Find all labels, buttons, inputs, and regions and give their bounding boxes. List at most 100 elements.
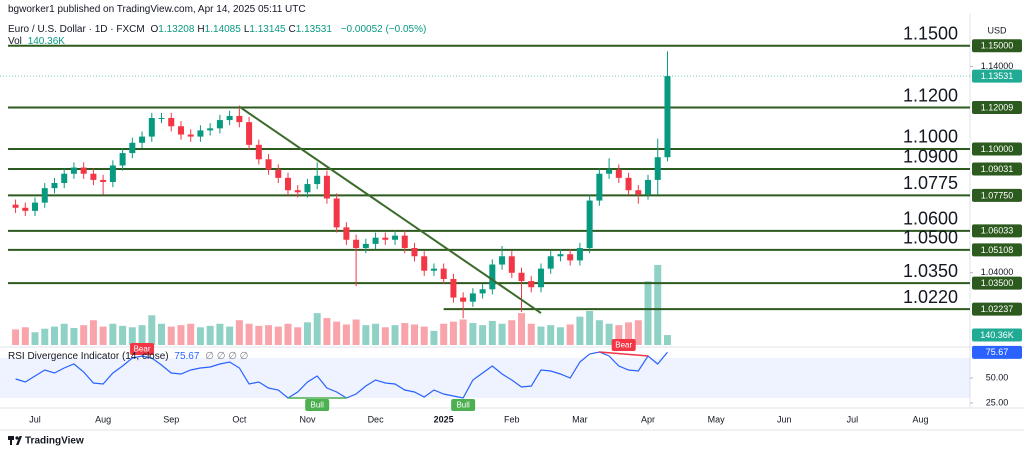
candle-body [654, 157, 661, 180]
volume-bar [605, 323, 613, 345]
volume-bar [12, 329, 20, 345]
volume-bar [449, 321, 457, 345]
candle-body [596, 173, 603, 201]
volume-bar [313, 313, 321, 345]
volume-bar [420, 326, 428, 345]
volume-bar [381, 327, 389, 345]
level-label: 1.0600 [903, 209, 958, 229]
candle-body [450, 278, 457, 298]
level-axis-label-bg [972, 101, 1022, 115]
candle-body [586, 200, 593, 249]
x-tick-label: May [708, 414, 726, 424]
candle-body [625, 177, 632, 191]
x-tick-label: Sep [163, 414, 179, 424]
candle-body [148, 118, 155, 137]
candle-body [576, 248, 583, 261]
volume-bar [556, 327, 564, 345]
candle-body [615, 169, 622, 178]
level-axis-label-bg [972, 243, 1022, 257]
candle-body [90, 173, 97, 180]
candle-body [22, 207, 29, 211]
candle-body [51, 183, 58, 189]
volume-bar [226, 326, 234, 345]
volume-bar [634, 320, 642, 345]
volume-bar [60, 323, 68, 345]
volume-bar [158, 323, 166, 345]
candle-body [635, 190, 642, 195]
change: −0.00052 (−0.05%) [340, 24, 427, 35]
volume-bar [21, 327, 29, 345]
candle-body [362, 243, 369, 249]
volume-bar [488, 320, 496, 345]
rsi-tick-label: 50.00 [986, 372, 1009, 382]
volume-bar [167, 326, 175, 345]
candle-body [372, 237, 379, 244]
level-label: 1.1000 [903, 127, 958, 147]
candle-body [557, 254, 564, 257]
trendline [238, 105, 542, 314]
level-label: 1.1500 [903, 24, 958, 44]
attribution: bgworker1 published on TradingView.com, … [8, 4, 306, 15]
y-tick-label: 1.04000 [981, 267, 1014, 277]
candle-body [187, 134, 194, 137]
candle-body [158, 118, 165, 120]
volume-bar [50, 326, 58, 345]
level-axis-label: 1.07750 [981, 190, 1014, 200]
candle-body [61, 173, 68, 184]
volume-axis-label: 140.36K [980, 330, 1014, 340]
volume-bar [128, 327, 136, 345]
volume-bar [537, 326, 545, 345]
last-price-label-bg [972, 69, 1022, 83]
vol-label: Vol [8, 36, 22, 47]
level-label: 1.0775 [903, 173, 958, 193]
candle-body [207, 128, 214, 131]
volume-bar [527, 323, 535, 345]
candle-body [353, 239, 360, 249]
volume-bar [410, 324, 418, 345]
volume-bar [352, 319, 360, 345]
last-price-label: 1.13531 [981, 71, 1014, 81]
level-axis-label: 1.06033 [981, 226, 1014, 236]
candle-body [129, 142, 136, 154]
candle-body [518, 272, 525, 282]
volume-bar [294, 327, 302, 345]
divergence-label: Bull [456, 401, 470, 410]
candle-body [421, 256, 428, 271]
volume-bar [41, 328, 49, 345]
candle-body [430, 268, 437, 271]
candle-body [246, 122, 253, 145]
level-axis-label: 1.03500 [981, 278, 1014, 288]
x-tick-label: Aug [912, 414, 928, 424]
level-axis-label: 1.12009 [981, 102, 1014, 112]
volume-bar [245, 323, 253, 345]
divergence-line [599, 351, 649, 357]
volume-bar [303, 322, 311, 345]
x-tick-label: Jul [847, 414, 859, 424]
volume-bar [625, 322, 633, 345]
candle-body [70, 167, 77, 174]
field-value: 1.14085 [204, 24, 241, 35]
volume-bar [479, 325, 487, 345]
candle-body [645, 179, 652, 195]
level-axis-label-bg [972, 224, 1022, 238]
volume-bar [644, 281, 652, 345]
rsi-axis-label-bg [972, 345, 1022, 359]
rsi-title: RSI Divergence Indicator (14, close) [8, 351, 169, 362]
field-key: C [288, 24, 296, 35]
field-value: 1.13145 [249, 24, 286, 35]
candle-body [265, 159, 272, 170]
volume-bar [518, 313, 526, 345]
level-axis-label-bg [972, 162, 1022, 176]
candle-body [508, 256, 515, 273]
level-axis-label-bg [972, 188, 1022, 202]
candle-body [119, 153, 126, 166]
candle-body [401, 235, 408, 249]
level-label: 1.0500 [903, 228, 958, 248]
volume-bar [498, 323, 506, 345]
rsi-line [15, 351, 668, 399]
volume-bar [576, 316, 584, 345]
candle-body [411, 248, 418, 257]
symbol: Euro / U.S. Dollar · 1D · FXCM [8, 24, 145, 35]
level-axis-label: 1.05108 [981, 245, 1014, 255]
